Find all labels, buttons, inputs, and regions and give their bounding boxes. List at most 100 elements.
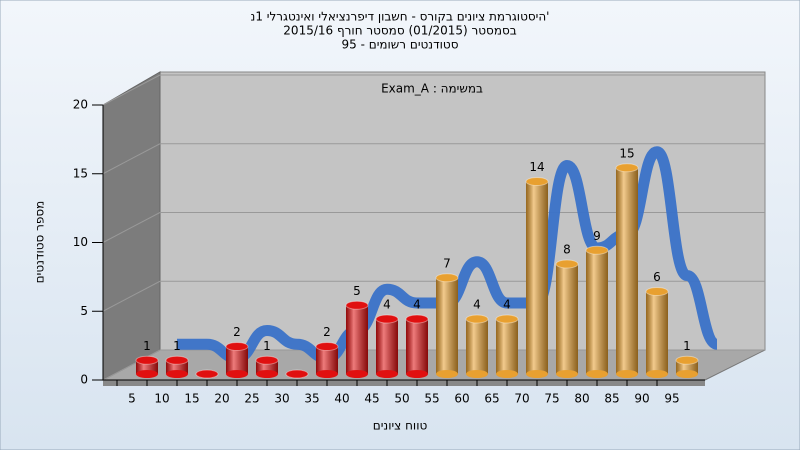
x-tick-label: 5 (128, 392, 136, 406)
value-label: 1 (173, 339, 181, 353)
y-tick-label: 10 (73, 235, 88, 249)
bar-shade (496, 319, 518, 374)
bar (615, 163, 639, 378)
x-axis-label: טווח ציונים (373, 419, 428, 433)
grid-line (102, 143, 161, 175)
value-label: 8 (563, 243, 571, 257)
bar (435, 273, 459, 378)
bar-bottom (226, 370, 248, 378)
bar-top (675, 355, 699, 365)
bar-shade (586, 250, 608, 374)
bar-top (315, 342, 339, 351)
bar-top (525, 177, 549, 186)
bar-bottom (586, 370, 608, 378)
grid-line (102, 74, 161, 106)
bar-shade (376, 319, 398, 374)
bar-top (345, 300, 369, 310)
bar (645, 287, 669, 378)
x-tick-label: 75 (544, 392, 559, 406)
bar (675, 355, 699, 378)
y-tick-label: 5 (80, 304, 88, 318)
bar-shade (526, 181, 548, 374)
value-label: 4 (503, 298, 511, 312)
bar-bottom (616, 370, 638, 378)
bar (495, 314, 519, 378)
bar-top (375, 314, 399, 324)
bar (555, 259, 579, 378)
x-tick-label: 20 (214, 392, 229, 406)
x-tick-label: 30 (274, 392, 289, 406)
bar (255, 355, 279, 378)
bar-top (615, 163, 639, 173)
bar (585, 245, 609, 378)
x-tick-label: 70 (514, 392, 529, 406)
bar-top (435, 273, 459, 283)
bar-shade (646, 291, 668, 374)
bar-shade (436, 277, 458, 374)
bar-shade (316, 346, 338, 374)
chart-title: היסטוגרמת ציונים בקורס - חשבון דיפרנציאל… (251, 10, 550, 24)
bar-shade (346, 305, 368, 374)
bar (405, 314, 429, 378)
bar (315, 342, 339, 378)
value-label: 4 (413, 298, 421, 312)
chart-title: סטודנטים רשומים - 95 (341, 38, 458, 52)
bar (165, 355, 189, 378)
value-label: 4 (473, 298, 481, 312)
x-tick-label: 35 (304, 392, 319, 406)
bar-top (135, 355, 159, 365)
bar (135, 355, 159, 378)
bar-shade (466, 319, 488, 374)
value-label: 4 (383, 298, 391, 312)
bar-bottom (316, 370, 338, 378)
bar-top (585, 245, 609, 255)
value-label: 1 (683, 339, 691, 353)
bar-bottom (166, 370, 188, 378)
y-tick-label: 0 (80, 373, 88, 387)
bar (465, 314, 489, 378)
bar-top (225, 342, 249, 351)
x-tick-label: 45 (364, 392, 379, 406)
bar-bottom (466, 370, 488, 378)
bar-top (495, 314, 519, 324)
bar-bottom (526, 370, 548, 378)
x-tick-label: 65 (484, 392, 499, 406)
x-tick-label: 15 (184, 392, 199, 406)
bar-bottom (406, 370, 428, 378)
trend-ribbon (177, 146, 720, 364)
bar-bottom (436, 370, 458, 378)
x-tick-label: 10 (154, 392, 169, 406)
bar (285, 369, 309, 379)
bar-bottom (646, 370, 668, 378)
bar-shade (616, 167, 638, 374)
bar-shade (406, 319, 428, 374)
bar-top (285, 369, 309, 379)
y-tick-label: 15 (73, 166, 88, 180)
bar-bottom (136, 370, 158, 378)
bar-bottom (346, 370, 368, 378)
bar (195, 369, 219, 379)
bar-top (255, 355, 279, 365)
x-tick-label: 95 (664, 392, 679, 406)
bar-top (555, 259, 579, 269)
left-wall (102, 71, 161, 381)
x-tick-label: 50 (394, 392, 409, 406)
bar (525, 177, 549, 378)
x-tick-label: 90 (634, 392, 649, 406)
value-label: 6 (653, 270, 661, 284)
value-label: 2 (323, 325, 331, 339)
annotation: Exam_A : במשימה (381, 82, 483, 96)
bar (375, 314, 399, 378)
value-label: 7 (443, 256, 451, 270)
value-label: 1 (263, 339, 271, 353)
bar (225, 342, 249, 378)
bar-bottom (376, 370, 398, 378)
bar-shade (556, 264, 578, 374)
x-tick-label: 80 (574, 392, 589, 406)
y-tick-label: 20 (73, 98, 88, 112)
bar-top (645, 287, 669, 296)
grid-line (102, 280, 161, 312)
value-label: 5 (353, 284, 361, 298)
bar-top (195, 369, 219, 379)
value-label: 1 (143, 339, 151, 353)
